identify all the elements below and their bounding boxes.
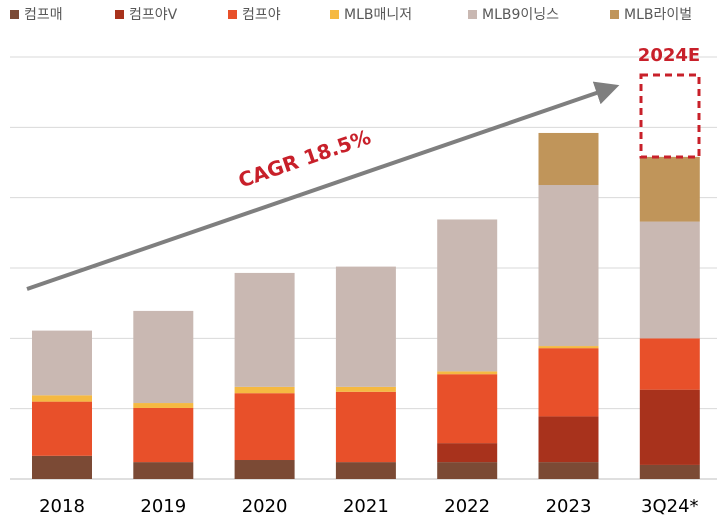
x-tick-label: 2020 bbox=[242, 496, 288, 517]
bar-segment bbox=[639, 464, 700, 479]
legend-swatch bbox=[115, 10, 124, 19]
x-tick-label: 2021 bbox=[343, 496, 389, 517]
bar-segment bbox=[437, 374, 498, 444]
legend-swatch bbox=[10, 10, 19, 19]
bar-segment bbox=[335, 386, 396, 392]
bar-segment bbox=[234, 393, 295, 461]
bar-segment bbox=[538, 462, 599, 479]
bar-segment bbox=[437, 443, 498, 463]
bar-segment bbox=[639, 221, 700, 339]
bar-segment bbox=[133, 407, 194, 463]
bar-segment bbox=[32, 455, 92, 479]
bar-segment bbox=[538, 416, 599, 463]
bar-segment bbox=[437, 462, 498, 479]
legend-label: MLB매니저 bbox=[344, 7, 412, 23]
bar-segment bbox=[639, 389, 700, 465]
bar-segment bbox=[437, 371, 498, 375]
bar-segment bbox=[32, 330, 92, 396]
bar-segment bbox=[639, 156, 700, 222]
legend-label: 컴프야V bbox=[129, 7, 178, 23]
bar-segment bbox=[639, 338, 700, 390]
bar-segment bbox=[335, 462, 396, 479]
x-tick-label: 2023 bbox=[546, 496, 592, 517]
x-tick-label: 2019 bbox=[140, 496, 186, 517]
bar-segment bbox=[437, 219, 498, 372]
bar-segment bbox=[538, 132, 599, 186]
x-tick-label: 2018 bbox=[39, 496, 85, 517]
cagr-label: CAGR 18.5% bbox=[235, 125, 374, 193]
bar-segment bbox=[538, 185, 599, 347]
bar-segment bbox=[335, 266, 396, 387]
legend-label: MLB9이닝스 bbox=[482, 7, 559, 23]
cagr-arrow bbox=[26, 81, 620, 291]
bar-segment bbox=[538, 348, 599, 417]
bar-segment bbox=[32, 395, 92, 402]
bar-segment bbox=[234, 386, 295, 394]
legend-swatch bbox=[228, 10, 237, 19]
legend-swatch bbox=[610, 10, 619, 19]
x-tick-label: 2022 bbox=[444, 496, 490, 517]
legend-swatch bbox=[330, 10, 339, 19]
x-tick-label: 3Q24* bbox=[641, 496, 699, 517]
bar-segment bbox=[133, 310, 194, 404]
forecast-box bbox=[639, 73, 701, 159]
legend-label: 컴프야 bbox=[242, 7, 281, 23]
bar-segment bbox=[234, 272, 295, 387]
legend-label: MLB라이벌 bbox=[624, 7, 692, 23]
forecast-label: 2024E bbox=[638, 45, 700, 66]
bar-segment bbox=[133, 403, 194, 408]
legend-swatch bbox=[468, 10, 477, 19]
bar-segment bbox=[538, 346, 599, 349]
bar-segment bbox=[133, 462, 194, 479]
legend-label: 컴프매 bbox=[24, 7, 63, 23]
bar-segment bbox=[335, 391, 396, 463]
bar-segment bbox=[234, 460, 295, 479]
bar-segment bbox=[32, 401, 92, 456]
